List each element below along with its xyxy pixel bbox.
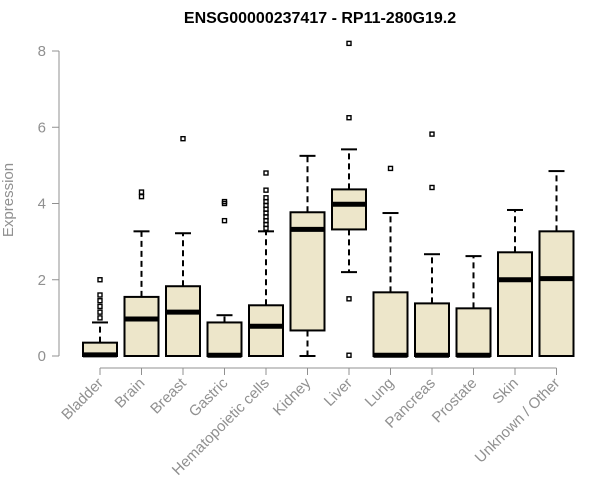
y-tick-label: 8 bbox=[38, 43, 46, 60]
iqr-box bbox=[414, 302, 450, 358]
box-brain bbox=[123, 189, 160, 357]
outlier-point bbox=[97, 309, 103, 315]
iqr-box bbox=[538, 230, 575, 357]
iqr-box bbox=[123, 295, 160, 357]
outlier-point bbox=[97, 303, 103, 310]
x-tick-label: Prostate bbox=[429, 375, 481, 427]
outlier-point bbox=[429, 131, 435, 137]
iqr-box bbox=[248, 304, 284, 358]
outlier-point bbox=[221, 217, 228, 224]
outlier-point bbox=[138, 193, 145, 200]
iqr-box bbox=[331, 188, 367, 231]
outlier-point bbox=[263, 170, 269, 176]
x-tick-label: Skin bbox=[489, 375, 522, 408]
y-axis-label: Expression bbox=[0, 163, 17, 237]
box-hematopoietic-cells bbox=[248, 170, 284, 358]
outlier-point bbox=[263, 195, 269, 201]
outlier-point bbox=[346, 296, 352, 302]
outlier-point bbox=[346, 40, 352, 47]
outlier-point bbox=[387, 165, 394, 172]
box-bladder bbox=[82, 277, 118, 358]
outlier-point bbox=[221, 198, 228, 205]
box-breast bbox=[165, 135, 201, 358]
y-tick-label: 0 bbox=[38, 348, 46, 365]
box-series bbox=[82, 40, 575, 358]
outlier-point bbox=[180, 135, 186, 142]
y-tick-label: 2 bbox=[38, 272, 46, 289]
y-tick-label: 4 bbox=[38, 196, 46, 213]
box-lung bbox=[372, 165, 409, 358]
outlier-point bbox=[97, 298, 103, 304]
outlier-point bbox=[138, 189, 145, 195]
outlier-point bbox=[97, 277, 103, 283]
box-liver bbox=[331, 40, 367, 358]
x-tick-label: Kidney bbox=[270, 374, 315, 419]
iqr-box bbox=[455, 307, 492, 357]
box-kidney bbox=[289, 154, 326, 357]
outlier-point bbox=[97, 315, 103, 321]
iqr-box bbox=[289, 211, 326, 332]
x-tick-label: Breast bbox=[147, 374, 190, 417]
box-prostate bbox=[455, 255, 492, 358]
outlier-point bbox=[263, 187, 269, 193]
x-tick-label: Bladder bbox=[58, 375, 107, 424]
outlier-point bbox=[346, 352, 352, 358]
chart-title: ENSG00000237417 - RP11-280G19.2 bbox=[184, 10, 456, 27]
x-tick-label: Brain bbox=[112, 375, 149, 412]
box-skin bbox=[497, 208, 533, 357]
iqr-box bbox=[497, 251, 533, 357]
box-gastric bbox=[206, 198, 243, 358]
box-pancreas bbox=[414, 131, 450, 358]
x-tick-label: Liver bbox=[321, 375, 356, 410]
iqr-box bbox=[372, 291, 409, 357]
iqr-box bbox=[206, 321, 243, 358]
iqr-box bbox=[165, 285, 201, 358]
outlier-point bbox=[346, 115, 352, 121]
y-axis: 0 2 4 6 8 bbox=[38, 43, 60, 365]
box-unknown-other bbox=[538, 170, 575, 357]
outlier-point bbox=[429, 184, 435, 191]
x-tick-label: Lung bbox=[362, 375, 398, 411]
outlier-point bbox=[97, 292, 103, 298]
y-tick-label: 6 bbox=[38, 119, 46, 136]
